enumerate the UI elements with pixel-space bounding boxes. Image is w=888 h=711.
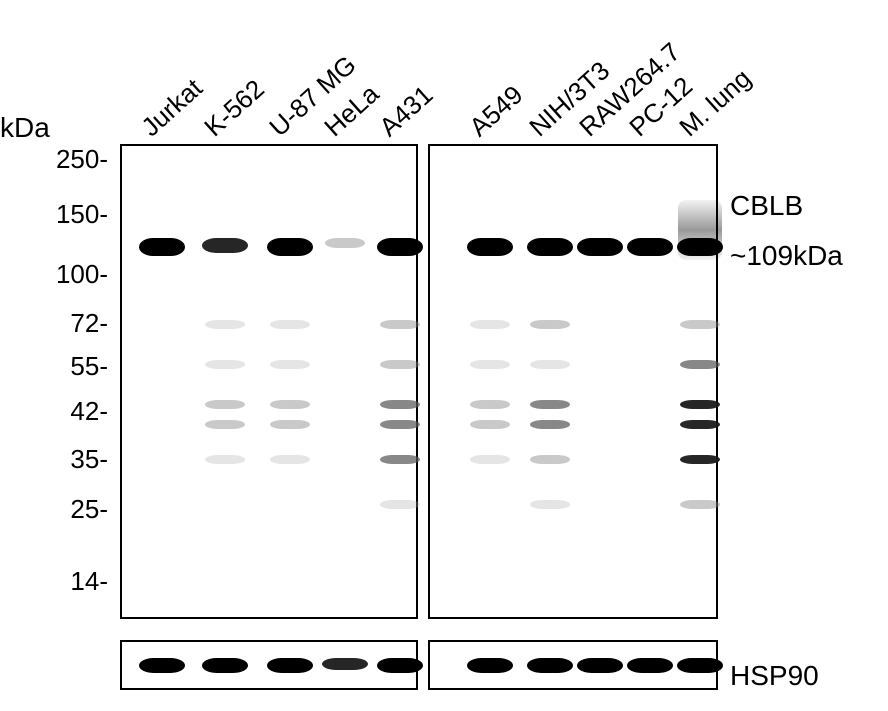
- band: [470, 420, 510, 429]
- lane-label: Jurkat: [135, 73, 208, 143]
- band: [270, 455, 310, 464]
- band: [530, 360, 570, 369]
- band: [467, 238, 513, 256]
- band: [377, 238, 423, 256]
- band: [322, 658, 368, 670]
- band: [627, 238, 673, 256]
- band: [270, 400, 310, 409]
- mw-marker-label: 35-: [70, 444, 108, 475]
- band: [680, 500, 720, 509]
- band: [202, 658, 248, 673]
- band: [530, 320, 570, 329]
- band: [205, 420, 245, 429]
- smear: [678, 200, 722, 260]
- loading-control-label: HSP90: [730, 660, 819, 692]
- target-label: CBLB: [730, 190, 803, 222]
- band: [325, 238, 365, 248]
- band: [205, 320, 245, 329]
- band: [467, 658, 513, 673]
- band: [680, 420, 720, 429]
- band: [205, 455, 245, 464]
- lane-label: K-562: [198, 74, 270, 143]
- band: [577, 658, 623, 673]
- band: [470, 360, 510, 369]
- band: [680, 320, 720, 329]
- mw-marker-label: 42-: [70, 396, 108, 427]
- mw-marker-label: 25-: [70, 494, 108, 525]
- band: [577, 238, 623, 256]
- band: [530, 455, 570, 464]
- band: [680, 455, 720, 464]
- band: [680, 360, 720, 369]
- mw-marker-label: 55-: [70, 351, 108, 382]
- mw-marker-label: 14-: [70, 566, 108, 597]
- band: [530, 420, 570, 429]
- western-blot-figure: kDa JurkatK-562U-87 MGHeLaA431A549NIH/3T…: [0, 0, 888, 711]
- band: [267, 238, 313, 256]
- band: [530, 400, 570, 409]
- band: [205, 400, 245, 409]
- main-blot-left: [120, 144, 418, 619]
- band: [380, 320, 420, 329]
- band: [270, 360, 310, 369]
- band: [380, 500, 420, 509]
- band: [270, 320, 310, 329]
- band: [530, 500, 570, 509]
- band: [139, 238, 185, 256]
- band: [380, 455, 420, 464]
- band: [377, 658, 423, 673]
- band: [527, 658, 573, 673]
- band: [627, 658, 673, 673]
- band: [470, 400, 510, 409]
- band: [380, 360, 420, 369]
- band: [470, 320, 510, 329]
- main-blot-right: [428, 144, 718, 619]
- mw-marker-label: 72-: [70, 308, 108, 339]
- band: [202, 238, 248, 253]
- mw-marker-label: 250-: [56, 144, 108, 175]
- lane-label: A431: [373, 79, 439, 143]
- band: [380, 420, 420, 429]
- band: [677, 658, 723, 673]
- band: [267, 658, 313, 673]
- band: [527, 238, 573, 256]
- band: [380, 400, 420, 409]
- band: [205, 360, 245, 369]
- mw-marker-label: 100-: [56, 259, 108, 290]
- band: [470, 455, 510, 464]
- mw-marker-label: 150-: [56, 199, 108, 230]
- lane-label: A549: [463, 79, 529, 143]
- band: [680, 400, 720, 409]
- band: [270, 420, 310, 429]
- kda-header: kDa: [0, 112, 50, 144]
- target-size-label: ~109kDa: [730, 240, 843, 272]
- band: [139, 658, 185, 673]
